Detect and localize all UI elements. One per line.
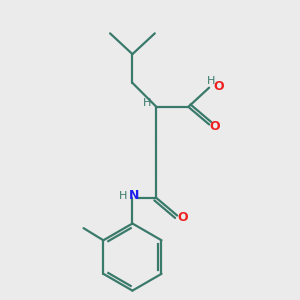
Text: O: O — [210, 121, 220, 134]
Text: O: O — [178, 211, 188, 224]
Text: H: H — [118, 191, 127, 201]
Text: H: H — [206, 76, 215, 86]
Text: O: O — [213, 80, 224, 93]
Text: N: N — [129, 189, 139, 202]
Text: H: H — [143, 98, 152, 108]
